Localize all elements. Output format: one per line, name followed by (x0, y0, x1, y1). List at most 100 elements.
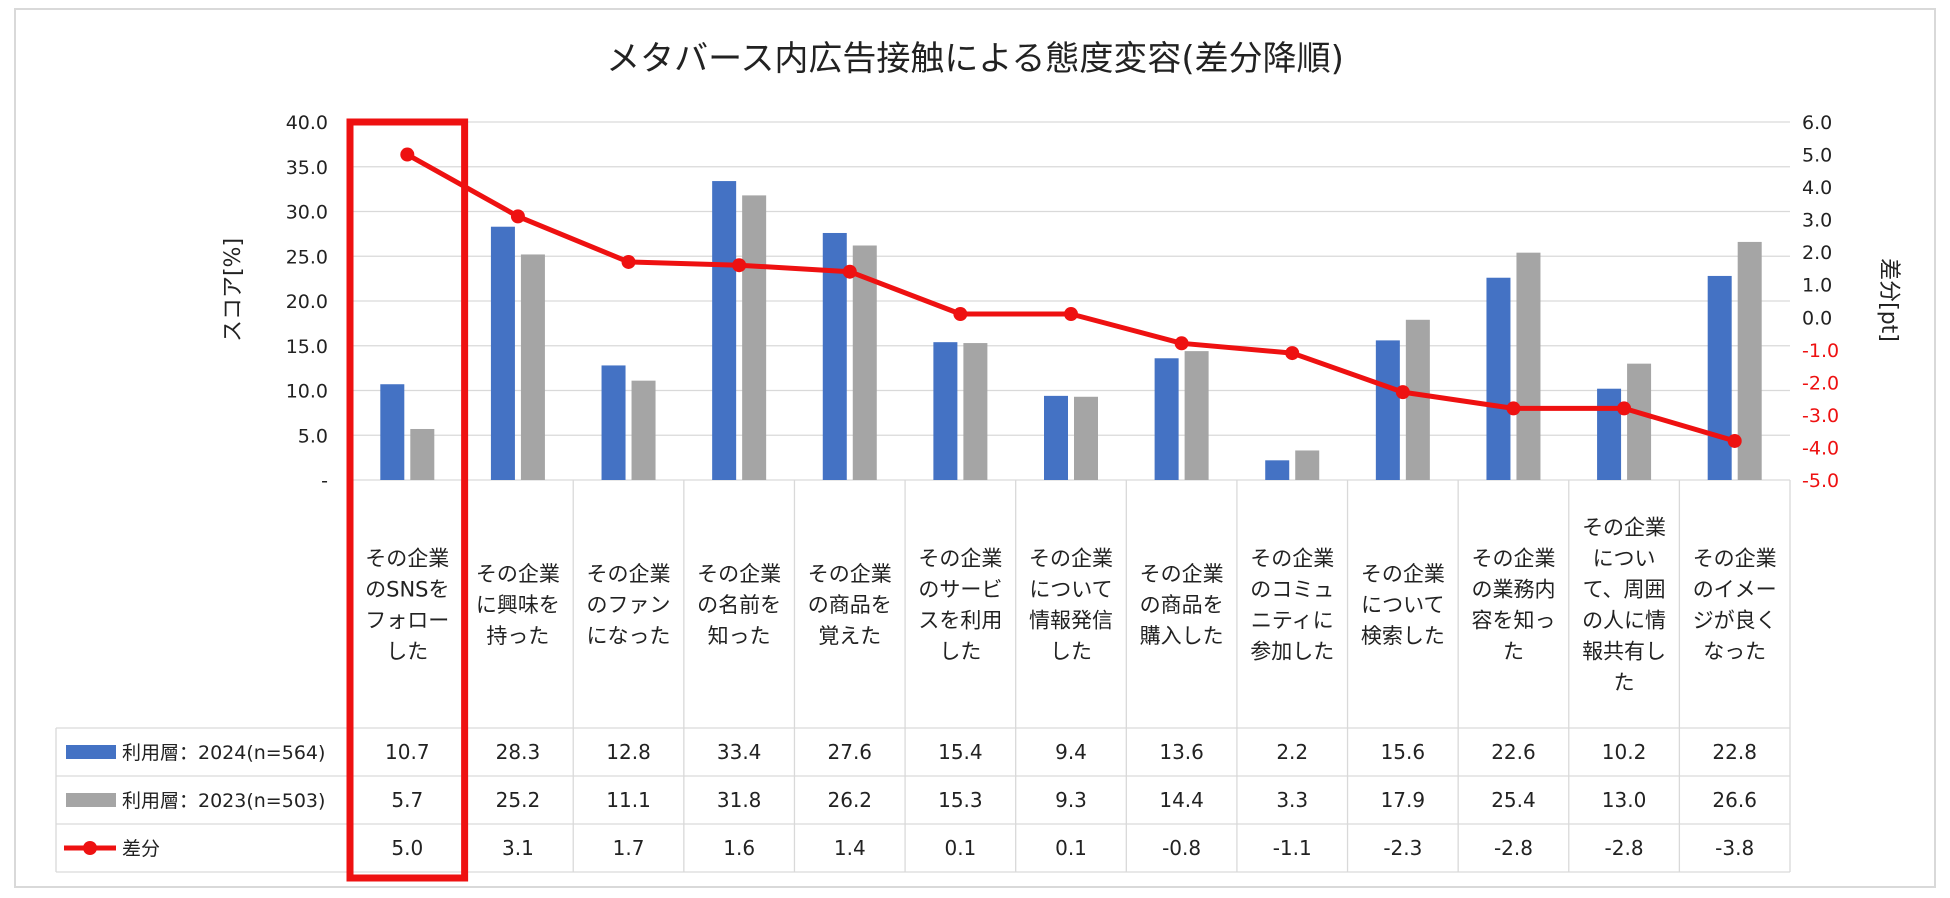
category-label: 情報発信 (1029, 609, 1113, 633)
legend-label: 差分 (122, 838, 160, 860)
bar (712, 181, 737, 480)
y2-tick-label: -2.0 (1802, 372, 1839, 394)
category-label: その企業 (1361, 562, 1445, 586)
category-label: その企業 (587, 562, 671, 586)
data-label: 22.8 (1712, 740, 1757, 764)
legend-label: 利用層：2023(n=503) (122, 790, 325, 812)
data-label: -3.8 (1715, 836, 1754, 860)
line-point (1727, 433, 1742, 448)
category-label: のサービ (918, 578, 1002, 602)
table-cells: 10.7 28.3 12.8 33.4 27.6 15.4 9.4 13.6 2.2 15.6 22… (385, 740, 1757, 860)
line-point (732, 258, 747, 273)
bar (1597, 388, 1622, 480)
data-label: 28.3 (496, 740, 541, 764)
chart-title: メタバース内広告接触による態度変容(差分降順) (606, 39, 1344, 79)
category-label: に興味を (476, 593, 560, 617)
category-label: て、周囲 (1583, 578, 1666, 602)
category-label: その企業 (365, 547, 449, 571)
bar (852, 245, 877, 480)
category-label: その企業 (1693, 547, 1777, 571)
chart-frame (14, 8, 1936, 888)
bar (1074, 396, 1098, 480)
data-label: -2.8 (1494, 836, 1533, 860)
category-label: スを利用 (918, 609, 1002, 633)
category-label: した (1050, 640, 1092, 664)
category-label: になった (587, 624, 671, 648)
category-label: 購入した (1140, 624, 1224, 648)
bar (490, 226, 515, 480)
category-label: その企業 (808, 562, 892, 586)
bar (1627, 363, 1652, 480)
data-label: -2.3 (1383, 836, 1422, 860)
bar (1044, 395, 1068, 480)
category-label: のイメー (1693, 578, 1777, 602)
category-label: フォロー (365, 609, 449, 633)
y2-tick-label: -4.0 (1802, 437, 1839, 459)
bar (933, 342, 958, 480)
bar (1295, 450, 1320, 480)
y2-tick-label: 0.0 (1802, 307, 1832, 329)
data-label: 10.7 (385, 740, 430, 764)
legend-label: 利用層：2024(n=564) (122, 742, 325, 764)
data-label: 27.6 (828, 740, 873, 764)
category-label: した (386, 640, 428, 664)
line-point (510, 209, 525, 224)
bars (380, 181, 1762, 480)
data-label: 26.6 (1712, 788, 1757, 812)
bar (1486, 277, 1511, 480)
category-label: その企業 (1471, 547, 1555, 571)
data-label: 9.4 (1055, 740, 1087, 764)
legend-marker (83, 841, 97, 855)
bar (601, 365, 626, 480)
category-label: 検索した (1361, 624, 1445, 648)
data-label: 15.6 (1381, 740, 1426, 764)
data-label: 14.4 (1159, 788, 1204, 812)
bar (1737, 241, 1762, 480)
highlight-rect (346, 118, 469, 882)
bar (1375, 340, 1400, 480)
category-label: のSNSを (365, 578, 449, 602)
data-label: -0.8 (1162, 836, 1201, 860)
y-tick-label: 10.0 (286, 381, 328, 403)
bar (1516, 252, 1541, 480)
y-tick-label: - (321, 470, 328, 492)
category-label: の人に情 (1582, 609, 1666, 633)
data-label: 31.8 (717, 788, 762, 812)
category-label: 知った (708, 624, 771, 648)
category-label: その企業 (1140, 562, 1224, 586)
line-point (842, 264, 857, 279)
data-label: 13.0 (1602, 788, 1647, 812)
category-label: その企業 (1582, 516, 1666, 540)
y2-tick-label: 3.0 (1802, 210, 1832, 232)
data-label: 1.7 (613, 836, 645, 860)
y-tick-label: 35.0 (286, 157, 328, 179)
category-label: その企業 (697, 562, 781, 586)
y-tick-label: 30.0 (286, 202, 328, 224)
line-point (1285, 346, 1300, 361)
data-label: 25.2 (496, 788, 541, 812)
category-label: た (1614, 671, 1635, 695)
y2-tick-label: -3.0 (1802, 405, 1839, 427)
axis-ticks: -5.010.015.020.025.030.035.040.0-5.0-4.0… (286, 112, 1839, 492)
bar (1405, 319, 1430, 480)
legend-swatch (66, 745, 116, 759)
y2-tick-label: 5.0 (1802, 145, 1832, 167)
data-label: 11.1 (606, 788, 651, 812)
data-label: 26.2 (828, 788, 873, 812)
data-label: 22.6 (1491, 740, 1536, 764)
line-point (400, 147, 415, 162)
diff-line (400, 147, 1742, 448)
data-label: 13.6 (1159, 740, 1204, 764)
bar (822, 232, 847, 480)
category-label: ニティに (1251, 609, 1334, 633)
category-label: した (939, 640, 981, 664)
data-label: 3.3 (1276, 788, 1308, 812)
category-label: について (1029, 578, 1112, 602)
y-tick-label: 40.0 (286, 112, 328, 134)
data-label: 0.1 (1055, 836, 1087, 860)
data-label: 1.6 (723, 836, 755, 860)
legend: 利用層：2024(n=564) 利用層：2023(n=503) 差分 (64, 742, 325, 860)
data-label: 15.3 (938, 788, 983, 812)
bar (631, 380, 656, 480)
